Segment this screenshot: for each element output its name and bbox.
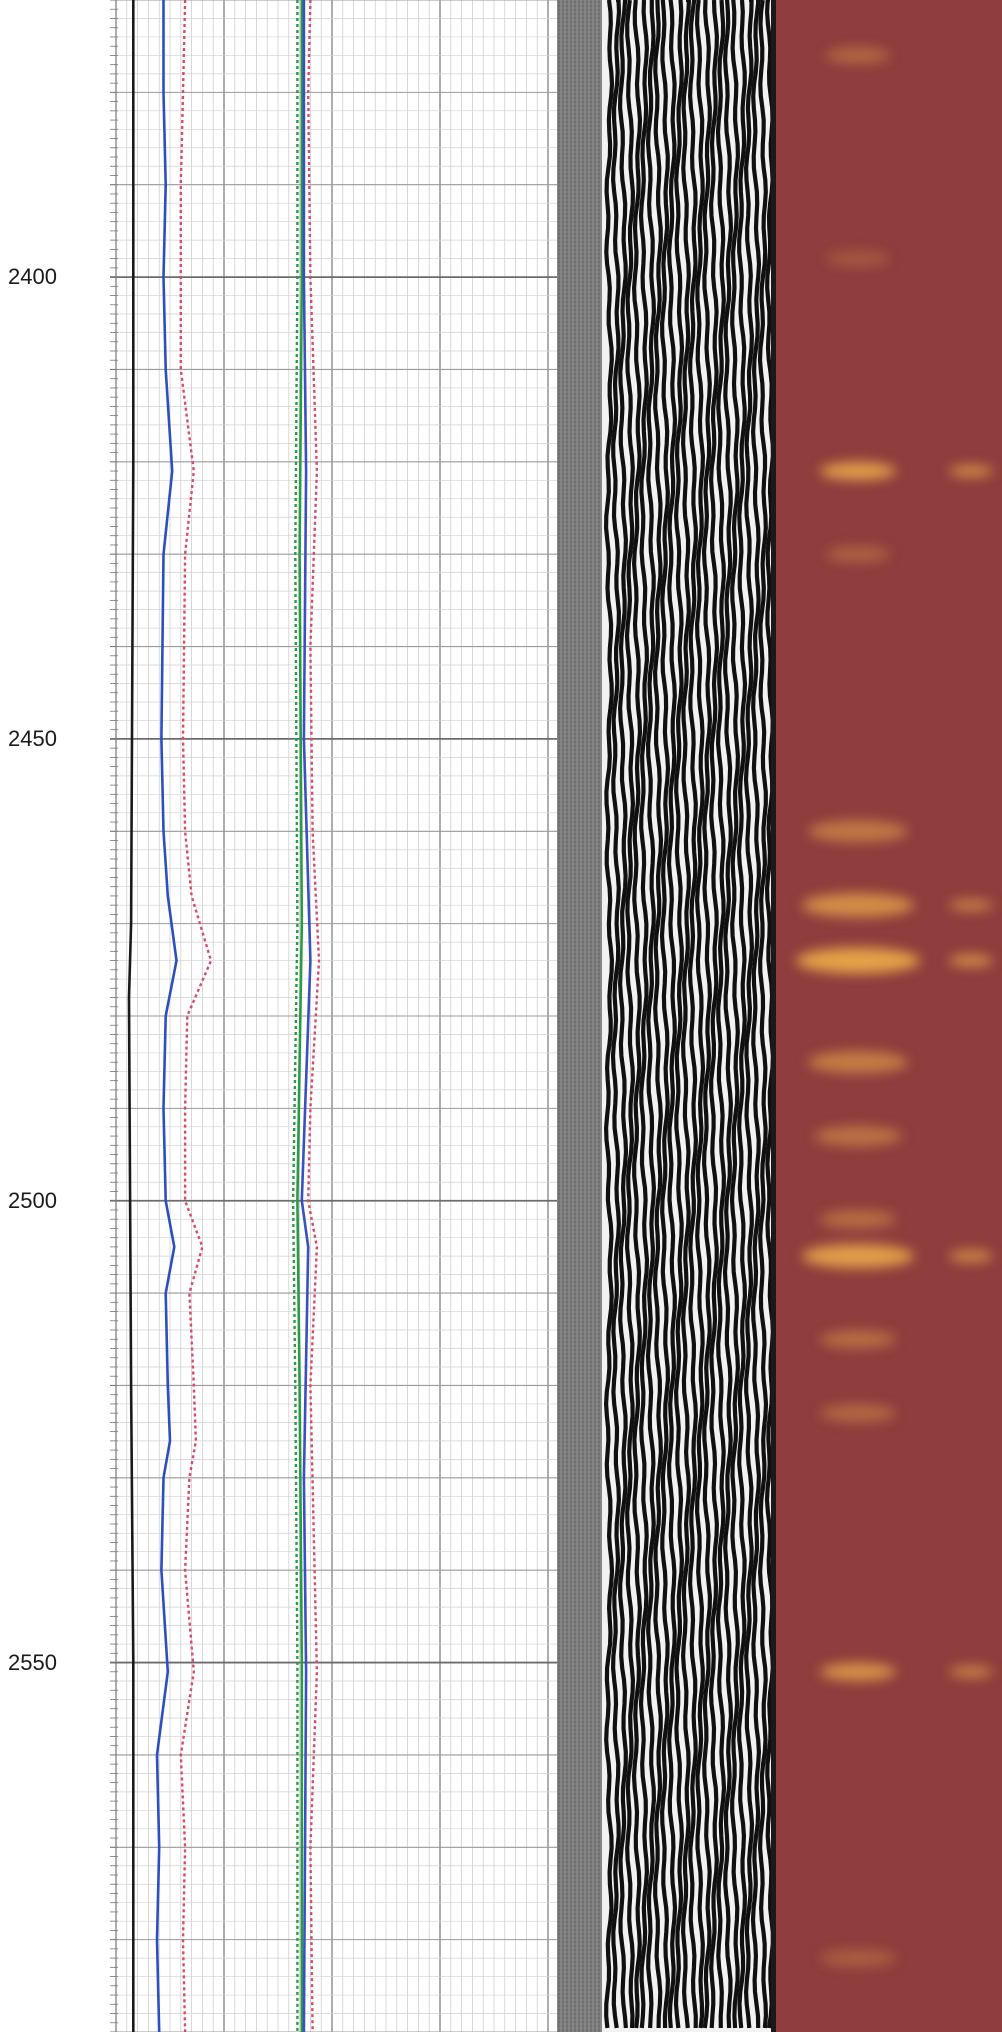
image-bright-band	[820, 462, 896, 481]
waveform-trace	[624, 0, 636, 2029]
image-features	[796, 47, 993, 1968]
curve-series-3	[296, 0, 304, 2032]
waveform-trace	[645, 0, 657, 2029]
waveform-trace	[694, 0, 706, 2029]
image-bright-band	[826, 546, 890, 563]
image-background	[776, 0, 1002, 2032]
waveform-edge	[771, 0, 776, 2032]
waveform-trace	[750, 0, 762, 2029]
grid	[110, 0, 557, 2032]
waveform-trace	[715, 0, 727, 2029]
curve-series-1	[155, 0, 178, 2032]
depth-axis: 2400 2450 2500 2550	[0, 0, 110, 2032]
curve-series-0	[127, 0, 135, 2032]
waveform-trace	[736, 0, 748, 2029]
depth-tick-label: 2500	[8, 1187, 57, 1213]
image-bright-band	[820, 1662, 896, 1681]
curve-series-2	[179, 0, 213, 2032]
waveform-trace	[652, 0, 664, 2029]
depth-tick-label: 2400	[8, 264, 57, 290]
image-bright-band	[826, 250, 890, 267]
waveform-trace	[722, 0, 734, 2029]
image-bright-band	[820, 1330, 896, 1349]
waveform-trace	[631, 0, 643, 2029]
image-bright-band	[814, 1126, 902, 1147]
image-bright-band	[820, 1210, 896, 1229]
waveform-trace	[673, 0, 685, 2029]
waveform-trace	[743, 0, 755, 2029]
curve-series-4	[291, 0, 299, 2032]
depth-tick-label: 2450	[8, 725, 57, 751]
waveform-trace	[666, 0, 678, 2029]
waveform-trace	[687, 0, 699, 2029]
waveform-trace	[603, 0, 615, 2029]
waveform-trace	[617, 0, 629, 2029]
curve-series-5	[300, 0, 312, 2032]
image-bright-band	[949, 1250, 993, 1263]
image-bright-band	[949, 465, 993, 478]
image-bright-band	[949, 1665, 993, 1678]
waveform-traces	[557, 0, 776, 2032]
image-bright-band	[949, 954, 993, 967]
waveform-trace	[708, 0, 720, 2029]
waveform-trace	[701, 0, 713, 2029]
image-bright-band	[820, 1949, 896, 1968]
waveform-trace	[757, 0, 769, 2029]
image-bright-band	[808, 1051, 908, 1074]
image-bright-band	[802, 893, 914, 918]
waveform-trace	[610, 0, 622, 2029]
waveform-trace	[638, 0, 650, 2029]
image-bright-band	[949, 899, 993, 912]
image-bright-band	[820, 1404, 896, 1423]
log-curves-track	[110, 0, 557, 2032]
waveform-trace	[680, 0, 692, 2029]
waveform-track	[557, 0, 776, 2032]
image-bright-band	[808, 820, 908, 843]
depth-tick-label: 2550	[8, 1649, 57, 1675]
waveform-trace	[659, 0, 671, 2029]
image-bright-band	[796, 947, 920, 974]
image-log-track	[776, 0, 1002, 2032]
waveform-trace	[729, 0, 741, 2029]
image-bright-band	[826, 47, 890, 64]
image-bright-band	[802, 1244, 914, 1269]
